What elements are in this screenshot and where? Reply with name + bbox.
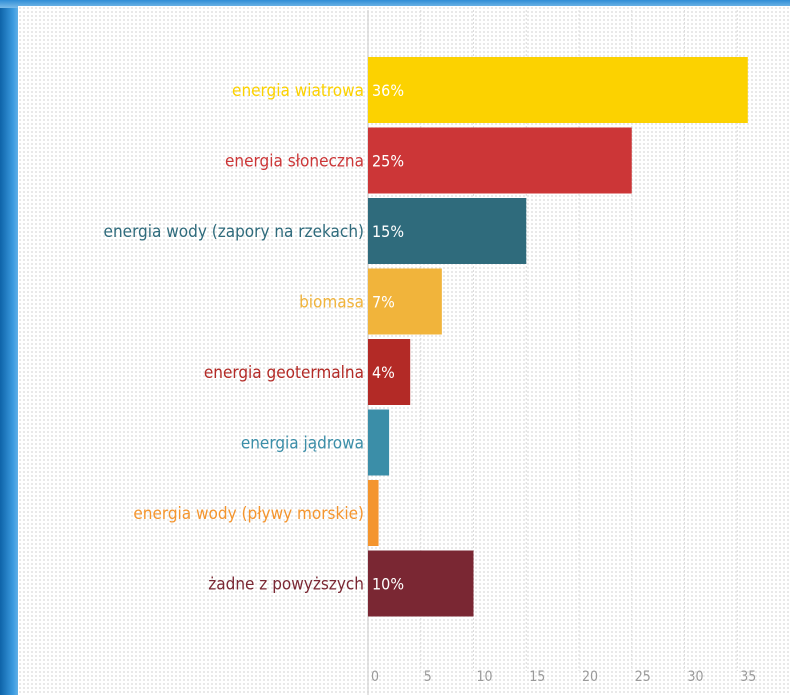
chart-panel: energia wiatrowa energia słoneczna energia…	[18, 6, 790, 695]
category-label: energia geotermalna	[204, 363, 364, 383]
x-tick-label: 5	[424, 669, 432, 685]
x-tick-label: 10	[477, 669, 493, 685]
value-label: 15%	[372, 222, 404, 241]
category-label: energia wody (pływy morskie)	[133, 504, 364, 524]
value-label: 36%	[372, 81, 404, 100]
x-tick-label: 35	[740, 669, 756, 685]
bar	[368, 550, 474, 617]
frame-left-edge	[0, 0, 22, 695]
x-tick-label: 30	[688, 669, 704, 685]
bar	[368, 339, 411, 405]
bar	[368, 127, 632, 194]
bar	[368, 268, 442, 335]
x-tick-label: 20	[582, 669, 598, 685]
category-labels: energia wiatrowa energia słoneczna energia…	[104, 81, 364, 595]
x-tick-label: 0	[371, 669, 379, 685]
category-label: energia wiatrowa	[232, 81, 364, 101]
value-label: 10%	[372, 575, 404, 594]
value-label: 4%	[372, 363, 395, 382]
x-tick-label: 25	[635, 669, 651, 685]
bar	[368, 198, 527, 264]
category-label: energia słoneczna	[225, 152, 364, 172]
bar	[368, 409, 390, 476]
bar	[368, 57, 748, 123]
bar	[368, 480, 379, 546]
x-tick-labels: 0 5 10 15 20 25 30 35	[371, 669, 756, 685]
bar-chart: energia wiatrowa energia słoneczna energia…	[104, 10, 756, 695]
x-tick-label: 15	[529, 669, 545, 685]
value-label: 7%	[372, 293, 395, 312]
category-label: energia wody (zapory na rzekach)	[104, 222, 364, 242]
frame-top-edge	[0, 0, 790, 8]
value-labels: 36% 25% 15% 7% 4% 10%	[372, 81, 404, 594]
category-label: biomasa	[299, 293, 364, 313]
category-label: żadne z powyższych	[208, 575, 364, 595]
bars	[368, 57, 748, 617]
category-label: energia jądrowa	[241, 434, 364, 454]
value-label: 25%	[372, 152, 404, 171]
